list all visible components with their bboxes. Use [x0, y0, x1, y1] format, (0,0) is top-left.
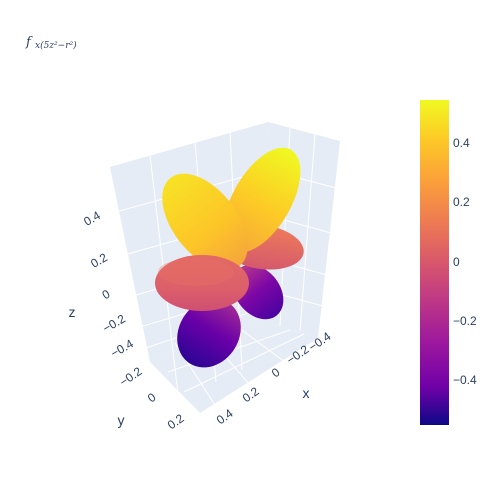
x-tick: 0: [269, 365, 283, 380]
colorbar-ticks: 0.4 0.2 0 −0.2 −0.4: [453, 136, 477, 387]
x-tick: 0.2: [240, 384, 262, 405]
lobe-lower-left: [177, 298, 241, 368]
z-tick: −0.4: [108, 336, 136, 360]
colorbar-tick: −0.2: [453, 314, 477, 328]
z-tick: 0: [100, 287, 113, 303]
colorbar-tick: 0.4: [453, 136, 470, 150]
y-axis-label: y: [118, 412, 125, 428]
x-tick: 0.4: [214, 406, 236, 427]
scene-3d[interactable]: 0.4 0.2 0 −0.2 −0.4 z −0.2 0 0.2 y −0.4 …: [69, 122, 341, 432]
z-axis-label: z: [69, 304, 76, 320]
y-tick: 0: [145, 390, 159, 405]
orbital-lobes: [155, 147, 304, 368]
y-tick: 0.2: [165, 411, 187, 432]
lobe-upper-left: [162, 173, 248, 271]
colorbar-tick: 0: [453, 255, 460, 269]
chart-title-subscript: x(5z²−r²): [35, 40, 77, 51]
colorbar-tick: 0.2: [453, 195, 470, 209]
x-axis-label: x: [303, 385, 310, 401]
z-tick: 0.4: [81, 208, 103, 229]
z-tick: 0.2: [88, 250, 110, 271]
lobe-middle-front: [155, 255, 249, 311]
colorbar[interactable]: 0.4 0.2 0 −0.2 −0.4: [420, 100, 477, 425]
colorbar-scale: [420, 100, 449, 425]
z-tick: −0.2: [100, 311, 128, 335]
chart-title-main: f: [25, 35, 33, 50]
chart-title: f x(5z²−r²): [25, 35, 77, 51]
lobe-middle-front-highlight: [158, 258, 234, 286]
y-tick: −0.2: [117, 364, 145, 389]
colorbar-tick: −0.4: [453, 373, 477, 387]
